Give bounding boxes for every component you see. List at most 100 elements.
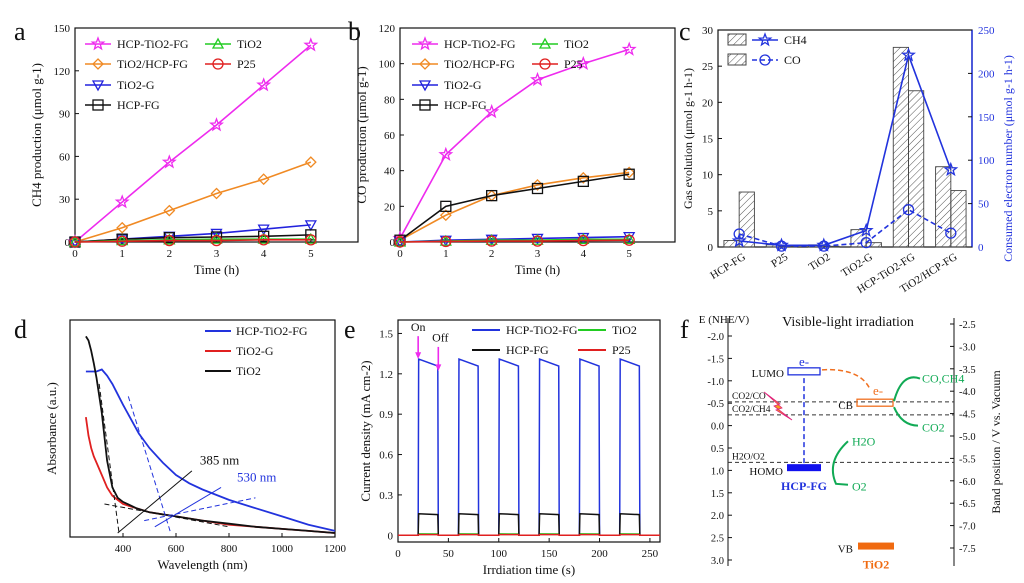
data-point	[210, 232, 223, 244]
annotation-label: 530 nm	[237, 469, 276, 484]
legend-marker	[92, 99, 104, 111]
legend-marker	[91, 80, 105, 92]
transfer-arrow	[821, 368, 871, 390]
data-point	[163, 233, 176, 245]
electron-point	[901, 47, 916, 62]
x-tick-label: 1	[443, 248, 449, 260]
diagram-title: Visible-light irradiation	[782, 315, 914, 330]
y-axis-label: Current density (mA cm-2)	[358, 360, 373, 501]
bar	[738, 191, 755, 248]
data-point	[305, 234, 317, 246]
off-arrow-head	[435, 364, 442, 372]
vb-level	[858, 542, 894, 550]
y2-axis-label: Band position / V vs. Vacuum	[989, 370, 1003, 514]
x-tick-label: 200	[591, 548, 608, 560]
legend-swatch	[727, 53, 747, 66]
electron-point	[858, 222, 874, 237]
y2-tick-label: -3.5	[959, 365, 976, 376]
y-axis-label: E (NHE/V)	[699, 314, 750, 326]
panel-a: 0 1 2 3 4 5 0 30 60 90 120 150 Time (h) CH4 productio…	[29, 23, 359, 277]
y-axis-label: Absorbance (a.u.)	[44, 382, 59, 475]
product-arrow	[893, 406, 919, 427]
data-point	[116, 234, 129, 246]
bar	[935, 166, 952, 248]
x-tick-label: 0	[72, 248, 78, 260]
y-tick-label: 30	[59, 194, 71, 206]
product-label: O2	[852, 480, 867, 494]
y2-tick-label: -5.0	[959, 432, 976, 443]
y-tick-label: 1.5	[379, 328, 393, 340]
product-arrow	[893, 376, 921, 402]
tangent-line	[98, 383, 120, 534]
data-point	[439, 234, 452, 246]
bar	[823, 245, 840, 248]
series-line	[399, 48, 630, 239]
y-tick-label: -1.5	[707, 354, 724, 365]
y2-tick-label: -5.5	[959, 454, 976, 465]
data-point	[575, 55, 591, 71]
x-tick-label: 100	[491, 548, 508, 560]
data-point	[621, 41, 637, 56]
data-point	[304, 232, 317, 244]
data-point	[623, 166, 636, 179]
legend-entry: CH4	[784, 33, 807, 47]
light-bolt-icon	[763, 391, 793, 421]
data-point	[577, 234, 589, 247]
data-point	[163, 232, 175, 244]
y-tick-label: 1.2	[379, 369, 393, 381]
legend-entry: TiO2-G	[236, 344, 274, 358]
legend-marker	[418, 80, 432, 92]
x-tick-label: 2	[167, 248, 173, 260]
electron-point	[902, 204, 915, 216]
redox-label: H2O/O2	[732, 452, 765, 462]
plot-frame	[69, 319, 336, 538]
data-point	[623, 234, 635, 246]
category-label: HCP-FG	[708, 251, 748, 282]
y-axis-label: CH4 production (μmol g-1)	[29, 63, 44, 207]
panel-c: 0 5 10 15 20 25 30 0 50 100 150 200 250 HCP-FG P25 TiO2…	[681, 25, 1015, 296]
y-tick-label: 150	[978, 112, 995, 124]
y2-tick-label: -6.0	[959, 477, 976, 488]
panel-label: a	[14, 17, 26, 46]
data-point	[304, 156, 317, 169]
series-line	[399, 173, 630, 241]
electron-label: e-	[873, 383, 883, 398]
legend-marker	[539, 58, 551, 70]
series-line	[399, 239, 630, 243]
data-point	[438, 146, 454, 162]
x-tick-label: 3	[535, 248, 541, 260]
y-tick-label: 200	[978, 68, 995, 80]
series-line	[85, 335, 336, 534]
x-tick-label: 3	[214, 248, 220, 260]
data-point	[440, 235, 452, 248]
legend-marker	[90, 36, 106, 51]
legend-entry: HCP-FG	[444, 98, 487, 112]
legend-entry: HCP-TiO2-FG	[236, 324, 308, 338]
y-tick-label: 0.6	[379, 450, 393, 462]
y2-tick-label: -3.0	[959, 342, 976, 353]
series-line	[398, 357, 660, 537]
x-axis-label: Time (h)	[515, 262, 560, 277]
y-tick-label: -2.0	[707, 332, 724, 343]
legend-entry: TiO2-G	[444, 78, 482, 92]
y-axis-label: Gas evolution (μmol g-1 h-1)	[681, 68, 695, 209]
y-tick-label: 120	[54, 66, 71, 78]
x-axis-label: Irrdiation time (s)	[483, 562, 575, 577]
y-tick-label: 120	[379, 23, 396, 35]
data-point	[623, 231, 636, 243]
y-tick-label: 90	[59, 109, 71, 121]
data-point	[440, 200, 452, 212]
data-point	[163, 204, 176, 217]
data-point	[623, 232, 636, 244]
y-tick-label: 3.0	[711, 556, 724, 567]
homo-level	[787, 464, 821, 472]
y2-tick-label: -6.5	[959, 499, 976, 510]
data-point	[257, 173, 270, 186]
legend-entry: HCP-TiO2-FG	[117, 37, 189, 51]
y-tick-label: 2.0	[711, 511, 724, 522]
series-line	[85, 416, 336, 534]
legend-marker	[211, 37, 225, 49]
y2-tick-label: -7.0	[959, 522, 976, 533]
product-label: CO2	[922, 421, 945, 435]
